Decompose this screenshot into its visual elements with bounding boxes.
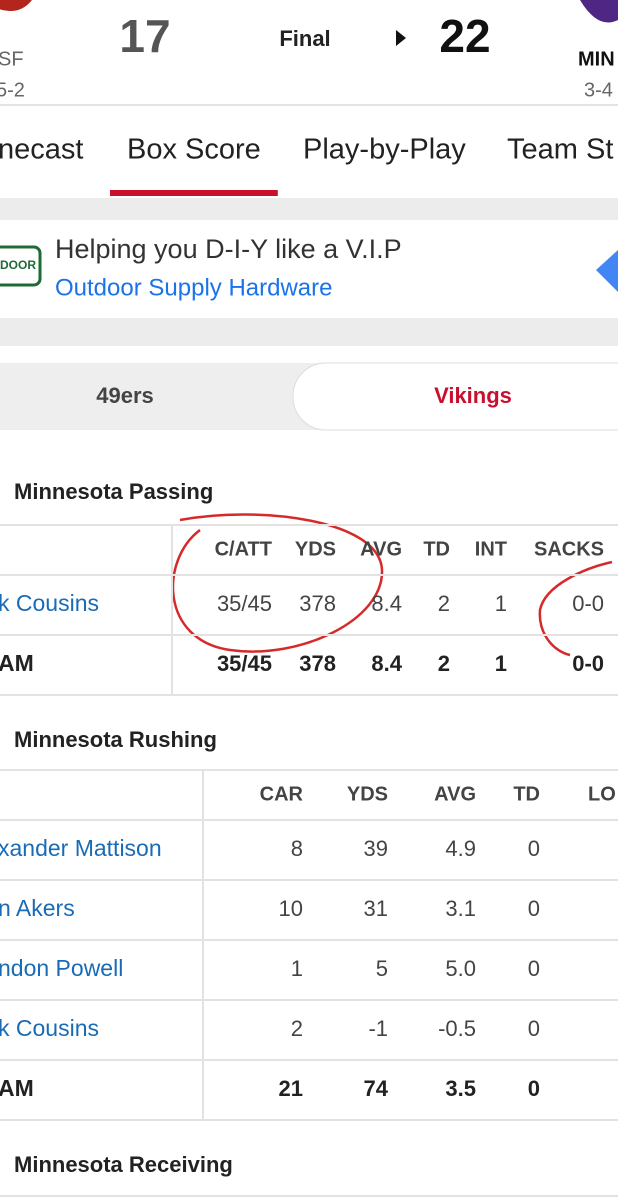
column-header: YDS bbox=[295, 538, 336, 560]
column-header: TD bbox=[423, 538, 450, 560]
ad-title: Helping you D-I-Y like a V.I.P bbox=[55, 234, 402, 264]
ad-card bbox=[0, 220, 618, 318]
tab-indicator bbox=[110, 190, 278, 196]
player-name[interactable]: xander Mattison bbox=[0, 835, 162, 861]
score: 17 bbox=[119, 10, 170, 62]
column-header: LO bbox=[588, 783, 616, 805]
stat-cell: 3.5 bbox=[445, 1076, 476, 1101]
column-header: AVG bbox=[360, 538, 402, 560]
team-abbr: SF bbox=[0, 48, 24, 70]
stat-cell: -0.5 bbox=[438, 1016, 476, 1041]
stat-cell: 31 bbox=[364, 896, 388, 921]
stat-cell: 1 bbox=[495, 591, 507, 616]
player-name: AM bbox=[0, 650, 34, 676]
column-header: AVG bbox=[434, 783, 476, 805]
section-title: Minnesota Receiving bbox=[14, 1152, 233, 1177]
column-header: YDS bbox=[347, 783, 388, 805]
stat-cell: 35/45 bbox=[217, 651, 272, 676]
stat-cell: 35/45 bbox=[217, 591, 272, 616]
stat-cell: 5.0 bbox=[445, 956, 476, 981]
section-title: Minnesota Rushing bbox=[14, 727, 217, 752]
stat-cell: 0-0 bbox=[572, 651, 604, 676]
ad-logo-text: DOOR bbox=[0, 258, 36, 272]
player-name[interactable]: k Cousins bbox=[0, 1015, 99, 1041]
column-header: SACKS bbox=[534, 538, 604, 560]
player-name[interactable]: ndon Powell bbox=[0, 955, 123, 981]
stat-cell: 8.4 bbox=[371, 591, 402, 616]
column-header: CAR bbox=[260, 783, 304, 805]
stat-cell: 0-0 bbox=[572, 591, 604, 616]
player-name: AM bbox=[0, 1075, 34, 1101]
stat-cell: 0 bbox=[528, 836, 540, 861]
annotation-circle bbox=[538, 560, 613, 657]
team-record: 5-2 bbox=[0, 79, 25, 101]
stat-cell: 2 bbox=[291, 1016, 303, 1041]
status: Final bbox=[279, 26, 330, 51]
stat-cell: 4.9 bbox=[445, 836, 476, 861]
column-header: C/ATT bbox=[215, 538, 272, 560]
stat-cell: 1 bbox=[495, 651, 507, 676]
tab[interactable]: necast bbox=[0, 134, 83, 166]
column-header: TD bbox=[513, 783, 540, 805]
stat-cell: 8 bbox=[291, 836, 303, 861]
stat-cell: 1 bbox=[291, 956, 303, 981]
stat-cell: 8.4 bbox=[371, 651, 402, 676]
stat-cell: 0 bbox=[528, 956, 540, 981]
min-logo bbox=[580, 0, 618, 23]
stat-cell: 10 bbox=[279, 896, 303, 921]
tab[interactable]: Play-by-Play bbox=[303, 134, 466, 166]
tab[interactable]: Team St bbox=[507, 134, 613, 166]
sf-logo bbox=[0, 0, 32, 11]
stat-cell: 74 bbox=[364, 1076, 389, 1101]
player-name[interactable]: n Akers bbox=[0, 895, 75, 921]
stat-cell: 0 bbox=[528, 896, 540, 921]
annotation-circle bbox=[171, 513, 384, 653]
player-name[interactable]: k Cousins bbox=[0, 590, 99, 616]
team-abbr: MIN bbox=[578, 48, 615, 70]
stat-cell: 5 bbox=[376, 956, 388, 981]
stat-cell: 0 bbox=[528, 1076, 540, 1101]
stat-cell: 39 bbox=[364, 836, 388, 861]
column-header: INT bbox=[475, 538, 507, 560]
toggle-pill bbox=[292, 362, 618, 431]
stat-cell: 2 bbox=[438, 651, 450, 676]
stat-cell: -1 bbox=[368, 1016, 388, 1041]
ad-logo bbox=[0, 245, 42, 287]
section-title: Minnesota Passing bbox=[14, 479, 213, 504]
score: 22 bbox=[439, 10, 490, 62]
stat-cell: 2 bbox=[438, 591, 450, 616]
stat-cell: 378 bbox=[299, 651, 336, 676]
tab[interactable]: Box Score bbox=[127, 134, 261, 166]
winner-arrow bbox=[396, 30, 406, 46]
ad-icon bbox=[596, 250, 618, 292]
stat-cell: 378 bbox=[299, 591, 336, 616]
ad-advertiser: Outdoor Supply Hardware bbox=[55, 274, 332, 301]
stat-cell: 0 bbox=[528, 1016, 540, 1041]
stat-cell: 21 bbox=[279, 1076, 303, 1101]
team-toggle[interactable]: 49ers bbox=[96, 383, 154, 408]
team-toggle[interactable]: Vikings bbox=[434, 383, 512, 408]
team-record: 3-4 bbox=[584, 79, 613, 101]
stat-cell: 3.1 bbox=[445, 896, 476, 921]
